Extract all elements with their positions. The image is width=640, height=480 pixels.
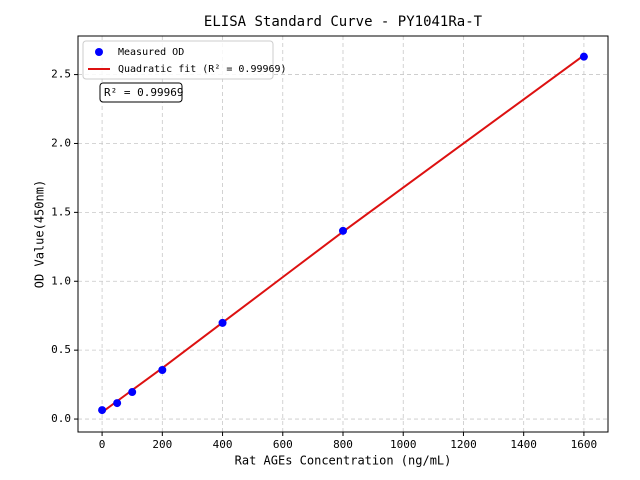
legend-label: Measured OD	[118, 47, 184, 58]
y-tick-label: 2.5	[51, 68, 71, 81]
data-point	[113, 399, 122, 408]
x-tick-label: 200	[152, 438, 172, 451]
legend-label: Quadratic fit (R² = 0.99969)	[118, 64, 287, 75]
x-tick-label: 1400	[510, 438, 537, 451]
y-tick-label: 1.5	[51, 205, 71, 218]
y-tick-label: 0.0	[51, 412, 71, 425]
y-tick-label: 1.0	[51, 274, 71, 287]
x-tick-label: 800	[333, 438, 353, 451]
x-tick-label: 1600	[571, 438, 598, 451]
data-point	[98, 406, 107, 415]
data-point	[158, 365, 167, 374]
y-axis-label: OD Value(450nm)	[33, 180, 47, 288]
data-point	[339, 226, 347, 235]
x-tick-label: 1200	[450, 438, 477, 451]
legend-box	[82, 40, 274, 80]
data-point	[579, 52, 588, 61]
x-axis-label: Rat AGEs Concentration (ng/mL)	[235, 454, 452, 468]
x-tick-label: 600	[273, 438, 293, 451]
y-tick-label: 0.5	[51, 343, 71, 356]
legend-marker	[95, 48, 103, 56]
x-tick-label: 0	[99, 438, 106, 451]
x-tick-label: 1000	[390, 438, 417, 451]
chart-title: ELISA Standard Curve - PY1041Ra-T	[204, 14, 483, 30]
annotation-box	[99, 82, 183, 103]
plot-frame	[77, 35, 609, 433]
y-tick-label: 2.0	[51, 136, 71, 149]
data-point	[128, 388, 137, 397]
annotation: R² = 0.99969	[104, 86, 183, 99]
data-point	[218, 318, 227, 327]
x-tick-label: 400	[213, 438, 233, 451]
